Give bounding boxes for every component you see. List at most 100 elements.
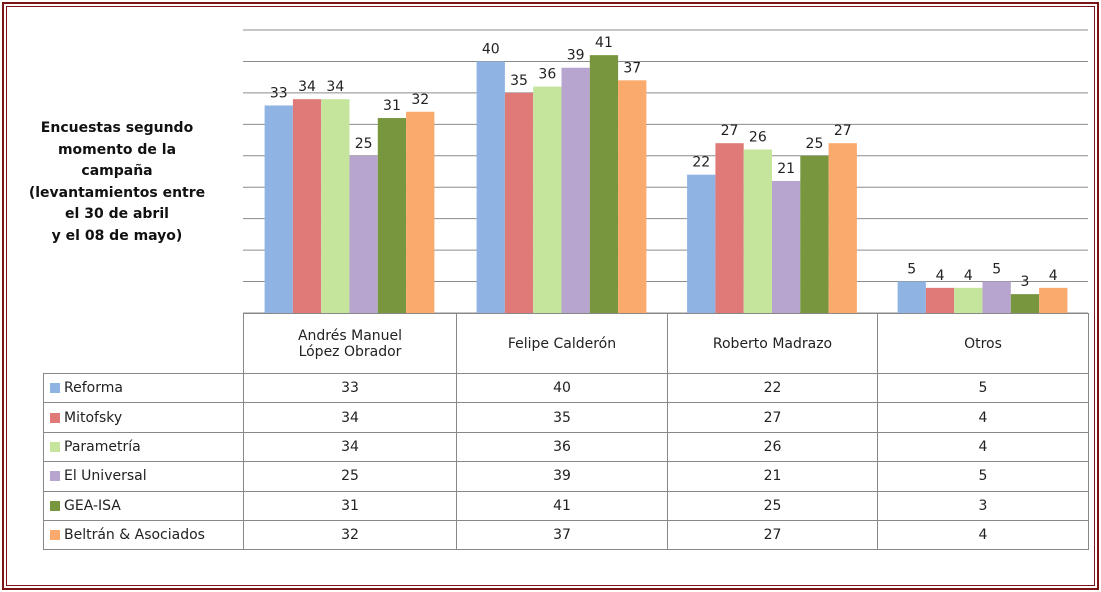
bar <box>476 61 505 313</box>
title-line: momento de la <box>57 141 177 158</box>
legend-entry: GEA-ISA <box>43 490 244 521</box>
table-value: 25 <box>667 490 878 521</box>
bar <box>349 155 378 313</box>
legend-key <box>50 441 60 452</box>
legend-key <box>50 383 60 394</box>
legend-label: El Universal <box>64 468 147 485</box>
table-value: 5 <box>877 461 1089 492</box>
legend-entry: Beltrán & Asociados <box>43 520 244 551</box>
table-value: 34 <box>243 402 457 433</box>
data-label: 39 <box>567 48 585 64</box>
table-value: 33 <box>243 373 457 404</box>
bar <box>1010 294 1040 313</box>
legend-entry: Parametría <box>43 431 244 463</box>
data-label: 5 <box>907 262 916 278</box>
legend-label: Mitofsky <box>64 409 123 426</box>
table-value: 4 <box>877 431 1089 463</box>
table-value: 35 <box>456 402 668 433</box>
bar <box>925 287 955 313</box>
data-label: 4 <box>964 268 973 284</box>
data-label: 35 <box>510 73 528 89</box>
data-label: 36 <box>538 67 556 83</box>
legend-label: Beltrán & Asociados <box>64 527 205 544</box>
bar <box>504 92 534 313</box>
table-value: 27 <box>667 520 878 551</box>
bar <box>377 118 407 314</box>
table-value: 34 <box>243 431 457 463</box>
category-header: Andrés Manuel López Obrador <box>243 313 457 374</box>
table-value: 39 <box>456 461 668 492</box>
bar <box>561 67 590 313</box>
legend-entry: El Universal <box>43 461 244 492</box>
table-value: 32 <box>243 520 457 551</box>
data-label: 31 <box>383 98 401 114</box>
bar <box>533 86 562 313</box>
table-value: 22 <box>667 373 878 404</box>
data-label: 34 <box>298 79 316 95</box>
data-label: 40 <box>482 41 500 57</box>
data-label: 33 <box>270 85 288 101</box>
bar <box>772 180 801 313</box>
table-value: 4 <box>877 402 1089 433</box>
table-value: 3 <box>877 490 1089 521</box>
bar <box>1039 287 1068 313</box>
legend-label: Parametría <box>64 438 141 455</box>
bar <box>292 99 322 313</box>
data-label: 41 <box>595 35 613 51</box>
table-value: 26 <box>667 431 878 463</box>
category-header: Roberto Madrazo <box>667 313 878 374</box>
title-line: campaña <box>81 163 153 179</box>
data-label: 22 <box>692 155 710 171</box>
bar <box>743 149 772 313</box>
data-label: 4 <box>1049 268 1058 284</box>
table-value: 5 <box>877 373 1089 404</box>
bar <box>828 143 857 313</box>
legend-entry: Reforma <box>43 373 244 404</box>
bar <box>321 99 350 313</box>
title-line: el 30 de abril <box>65 206 169 222</box>
legend-key <box>50 412 60 423</box>
title-line: (levantamientos entre <box>28 184 206 201</box>
legend-entry: Mitofsky <box>43 402 244 433</box>
data-label: 25 <box>806 136 824 152</box>
title-line: Encuestas segundo <box>40 120 194 136</box>
table-value: 36 <box>456 431 668 463</box>
bar <box>687 174 716 313</box>
table-value: 41 <box>456 490 668 521</box>
chart-title: Encuestas segundo momento de la campaña (le… <box>14 118 220 247</box>
data-label: 5 <box>992 262 1001 278</box>
legend-key <box>50 530 60 541</box>
data-label: 21 <box>777 161 795 177</box>
bar <box>800 155 829 313</box>
data-label: 4 <box>936 268 945 284</box>
table-value: 40 <box>456 373 668 404</box>
table-value: 37 <box>456 520 668 551</box>
bar <box>954 287 983 313</box>
legend-label: GEA-ISA <box>64 497 121 514</box>
data-label: 25 <box>355 136 373 152</box>
data-label: 27 <box>721 123 739 139</box>
legend-key <box>50 471 60 482</box>
bar <box>406 111 435 313</box>
table-value: 27 <box>667 402 878 433</box>
data-label: 27 <box>834 123 852 139</box>
data-label: 32 <box>411 92 429 108</box>
bar <box>982 281 1011 313</box>
bar <box>715 143 744 313</box>
category-header: Felipe Calderón <box>456 313 668 374</box>
legend-key <box>50 500 60 511</box>
legend-label: Reforma <box>64 380 123 397</box>
bar <box>264 105 293 313</box>
title-line: y el 08 de mayo) <box>51 227 183 244</box>
bar <box>897 281 926 313</box>
data-label: 34 <box>326 79 344 95</box>
data-label: 3 <box>1020 274 1029 290</box>
table-value: 31 <box>243 490 457 521</box>
bar <box>618 80 647 313</box>
data-label: 37 <box>623 60 641 76</box>
bar <box>589 55 619 314</box>
table-value: 25 <box>243 461 457 492</box>
